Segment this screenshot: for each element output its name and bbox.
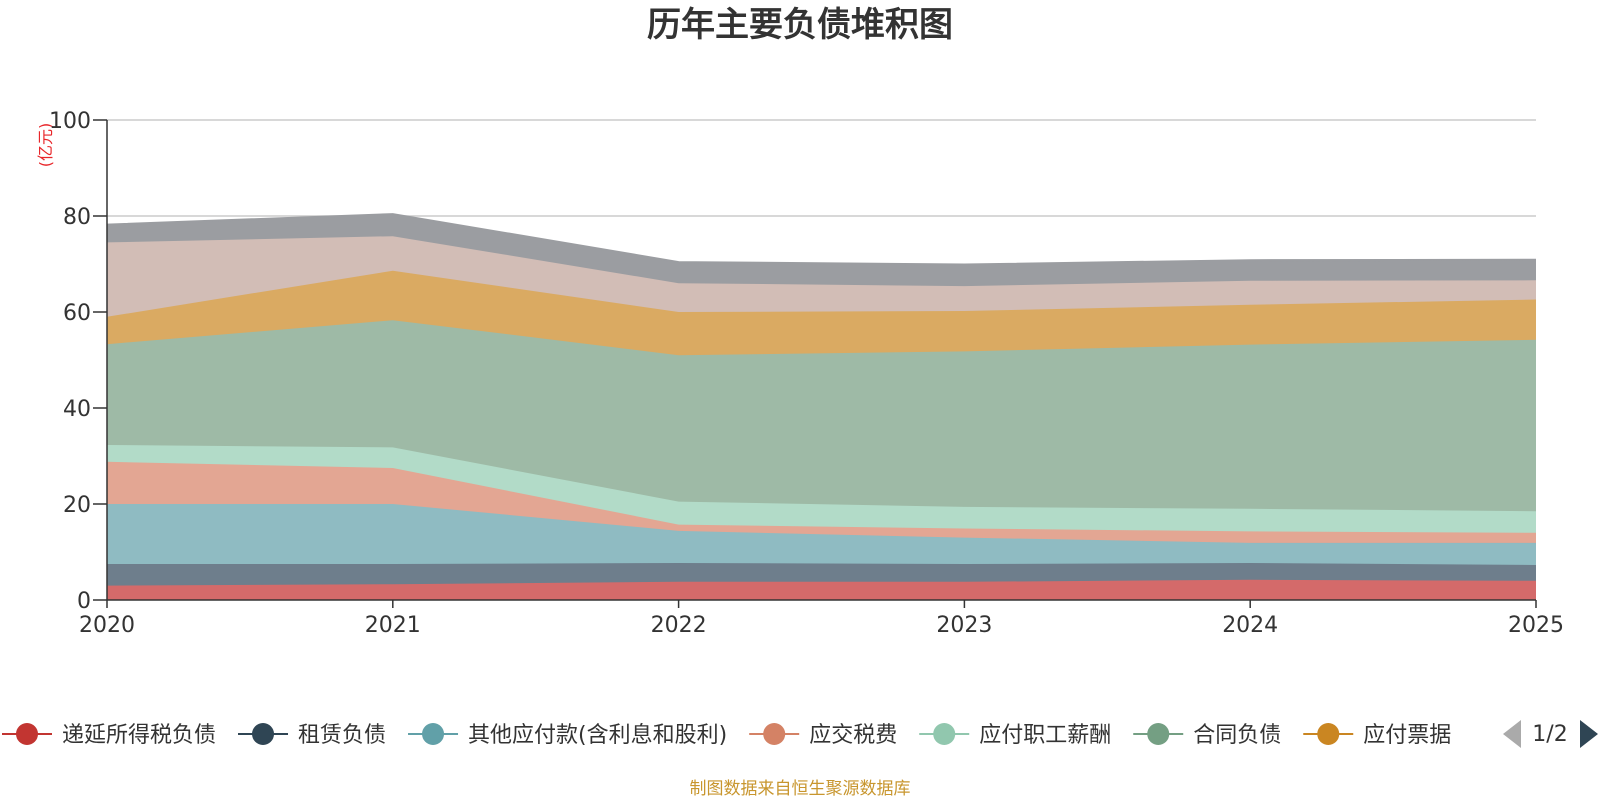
legend-item[interactable]: 租赁负债	[238, 723, 386, 748]
legend-circle-marker	[1147, 723, 1170, 745]
area-8	[107, 236, 1536, 317]
legend-circle-marker	[16, 723, 38, 745]
axes: 0 20 40 60 80 100 2020 2021 2022 2023 2024 2025	[49, 109, 1564, 638]
y-tick-label: 40	[63, 397, 91, 422]
legend-item[interactable]: 应付票据	[1303, 723, 1451, 748]
legend-label: 合同负债	[1193, 723, 1281, 748]
x-tick-label: 2024	[1222, 613, 1278, 638]
x-tick-label: 2020	[79, 613, 135, 638]
legend-label: 租赁负债	[298, 723, 386, 748]
area-6	[107, 320, 1536, 512]
legend-label: 其他应付款(含利息和股利)	[468, 723, 727, 748]
legend-item[interactable]: 递延所得税负债	[2, 723, 216, 748]
y-tick-label: 80	[63, 205, 91, 230]
y-tick-label: 20	[63, 493, 91, 518]
y-tick-label: 60	[63, 301, 91, 326]
legend-label: 应付职工薪酬	[979, 723, 1111, 748]
area-series	[106, 213, 1537, 600]
legend-page-indicator: 1/2	[1532, 722, 1567, 747]
area-5	[107, 445, 1536, 533]
legend: 递延所得税负债 租赁负债 其他应付款(含利息和股利) 应交税费 应付职工薪酬 合同负债 应付…	[2, 723, 1451, 748]
area-2	[107, 563, 1536, 586]
x-tick-label: 2022	[651, 613, 707, 638]
x-tick-label: 2021	[365, 613, 421, 638]
area-1	[107, 579, 1536, 600]
y-tick-label: 100	[49, 109, 91, 134]
area-line-9	[106, 213, 1537, 266]
legend-circle-marker	[1317, 723, 1340, 745]
x-tick-label: 2023	[936, 613, 992, 638]
legend-item[interactable]: 应交税费	[749, 723, 897, 748]
legend-next-page-icon[interactable]	[1580, 720, 1598, 748]
chart-title: 历年主要负债堆积图	[647, 5, 953, 45]
y-axis-unit: (亿元)	[36, 123, 55, 168]
y-tick-label: 0	[77, 589, 91, 614]
legend-pager: 1/2	[1503, 720, 1598, 748]
legend-circle-marker	[252, 723, 275, 745]
legend-label: 应交税费	[809, 723, 897, 748]
area-9	[107, 214, 1536, 287]
legend-label: 递延所得税负债	[62, 723, 216, 748]
legend-prev-page-icon[interactable]	[1503, 720, 1521, 748]
legend-label: 应付票据	[1363, 723, 1451, 748]
legend-items: 递延所得税负债 租赁负债 其他应付款(含利息和股利) 应交税费 应付职工薪酬 合同负债 应付…	[2, 723, 1451, 748]
legend-circle-marker	[933, 723, 956, 745]
data-source-note: 制图数据来自恒生聚源数据库	[690, 779, 911, 799]
legend-item[interactable]: 应付职工薪酬	[919, 723, 1111, 748]
legend-circle-marker	[422, 723, 445, 745]
legend-item[interactable]: 其他应付款(含利息和股利)	[408, 723, 727, 748]
legend-item[interactable]: 合同负债	[1133, 723, 1281, 748]
x-tick-label: 2025	[1508, 613, 1564, 638]
legend-circle-marker	[763, 723, 786, 745]
area-7	[107, 270, 1536, 356]
